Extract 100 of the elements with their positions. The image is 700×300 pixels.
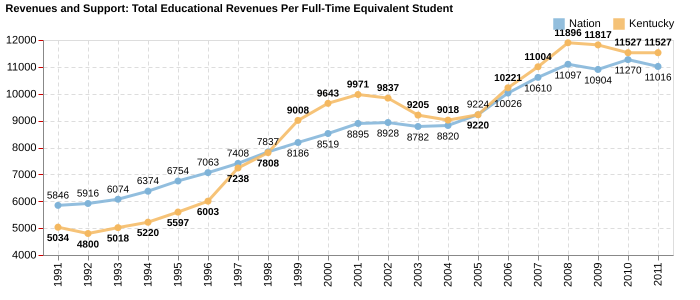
data-label: 9643 (316, 88, 340, 100)
data-label: 11016 (644, 72, 672, 84)
x-tick-label: 2005 (472, 262, 484, 287)
point (534, 63, 542, 70)
x-tick-label: 1996 (202, 262, 214, 287)
x-tick-label: 1993 (112, 262, 124, 287)
data-label: 11270 (614, 66, 642, 77)
x-tick-label: 1999 (292, 262, 304, 287)
point (84, 200, 92, 208)
data-label: 5916 (76, 188, 100, 200)
data-label: 6003 (196, 207, 220, 218)
x-tick-label: 2006 (502, 262, 514, 287)
point (354, 91, 362, 98)
point (564, 39, 572, 46)
data-label: 9205 (406, 100, 430, 112)
point (384, 119, 392, 126)
point (624, 49, 632, 56)
point (384, 94, 392, 102)
x-tick-label: 2000 (322, 262, 334, 287)
point (114, 224, 122, 232)
point (114, 196, 122, 203)
point (594, 41, 602, 48)
data-label: 11097 (554, 70, 582, 82)
data-label: 8186 (286, 148, 310, 160)
x-tick-label: 2007 (532, 262, 544, 287)
point (84, 230, 92, 238)
data-label: 9008 (286, 105, 310, 116)
data-label: 5220 (136, 228, 160, 240)
data-label: 8782 (406, 132, 430, 144)
data-label: 5846 (46, 190, 70, 202)
point (174, 177, 182, 185)
y-tick-label: 9000 (12, 115, 36, 128)
data-label: 7408 (226, 148, 250, 160)
data-label: 5018 (106, 234, 130, 245)
chart-title: Revenues and Support: Total Educational Revenues Per Full-Time Equivalent Student (5, 3, 454, 15)
data-label: 10610 (524, 83, 552, 94)
x-tick-label: 1994 (142, 262, 154, 287)
point (54, 202, 62, 209)
x-tick-label: 1997 (232, 262, 244, 287)
point (654, 62, 662, 70)
point (414, 112, 422, 119)
data-label: 9220 (466, 120, 490, 132)
point (624, 56, 632, 64)
data-label: 5597 (166, 218, 190, 230)
x-tick-label: 1991 (52, 262, 64, 287)
y-tick-label: 7000 (12, 168, 36, 181)
y-tick-label: 11000 (6, 61, 36, 74)
x-tick-label: 2009 (592, 262, 604, 287)
point (234, 164, 242, 172)
data-label: 9837 (376, 83, 400, 94)
point (144, 218, 152, 226)
data-label: 7063 (196, 158, 220, 169)
point (324, 130, 332, 138)
x-tick-label: 2003 (412, 262, 424, 287)
data-label: 4800 (76, 240, 100, 250)
data-label: 10221 (494, 72, 522, 84)
data-label: 9224 (466, 100, 490, 111)
x-tick-label: 2008 (562, 262, 574, 287)
data-label: 7808 (256, 158, 280, 170)
point (654, 49, 662, 56)
y-tick-label: 12000 (6, 34, 36, 46)
point (564, 60, 572, 68)
x-tick-label: 1998 (262, 262, 274, 287)
y-tick-label: 4000 (12, 250, 36, 262)
data-label: 8895 (346, 129, 370, 140)
x-tick-label: 1992 (82, 262, 94, 287)
point (144, 188, 152, 195)
point (324, 100, 332, 107)
data-label: 11527 (614, 38, 642, 49)
data-label: 7238 (226, 174, 250, 185)
data-label: 11004 (524, 52, 552, 63)
y-tick-label: 6000 (12, 196, 36, 208)
data-label: 9018 (436, 105, 460, 116)
x-tick-label: 2010 (622, 262, 634, 287)
data-label: 9971 (346, 80, 370, 91)
point (204, 198, 212, 205)
x-tick-label: 2001 (352, 262, 364, 287)
data-label: 11817 (584, 30, 612, 41)
point (354, 120, 362, 127)
point (54, 224, 62, 231)
data-label: 8519 (316, 140, 340, 151)
x-tick-label: 2002 (382, 262, 394, 287)
data-label: 6374 (136, 176, 160, 188)
point (504, 84, 512, 92)
y-tick-label: 8000 (12, 142, 36, 154)
data-label: 10026 (494, 99, 522, 110)
point (174, 208, 182, 216)
data-label: 6754 (166, 166, 190, 177)
data-label: 5034 (46, 233, 70, 244)
point (444, 116, 452, 124)
y-tick-label: 5000 (12, 222, 36, 235)
legend-label: Kentucky (629, 18, 675, 30)
x-tick-label: 1995 (172, 262, 184, 287)
x-tick-label: 2011 (652, 262, 664, 286)
data-label: 6074 (106, 184, 130, 196)
point (414, 122, 422, 130)
data-label: 7837 (256, 136, 280, 148)
point (294, 116, 302, 124)
point (204, 169, 212, 176)
data-label: 8928 (376, 128, 400, 140)
